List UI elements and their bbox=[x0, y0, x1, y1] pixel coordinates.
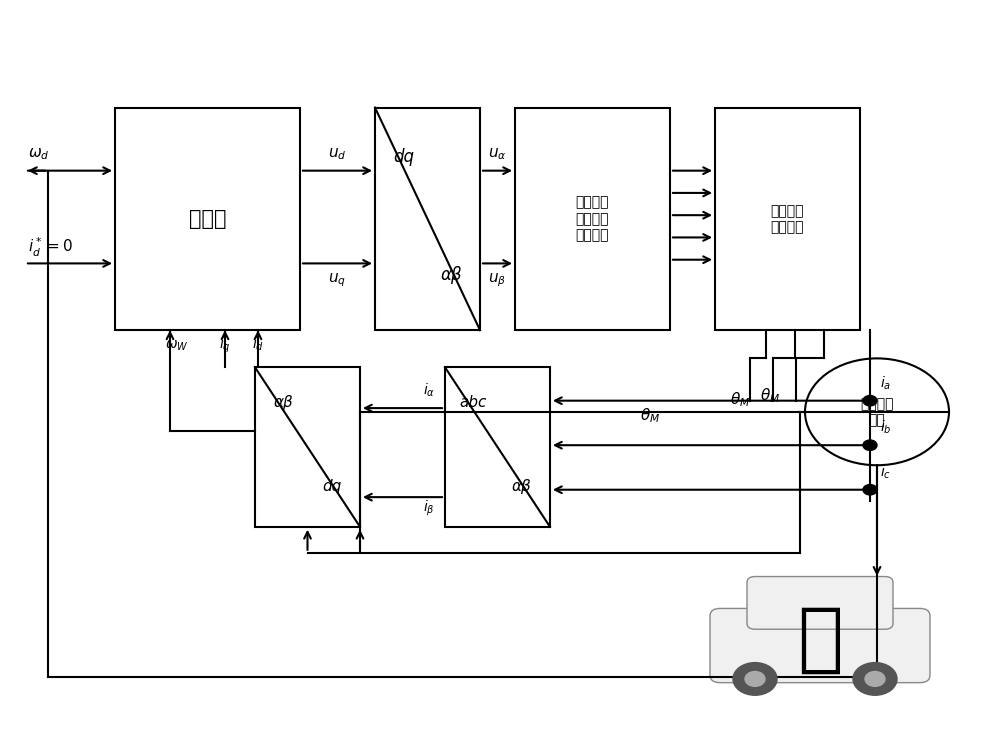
Text: 永磁同步
电机: 永磁同步 电机 bbox=[860, 397, 894, 427]
Text: $u_q$: $u_q$ bbox=[328, 271, 347, 289]
Circle shape bbox=[733, 663, 777, 695]
Circle shape bbox=[863, 440, 877, 450]
Circle shape bbox=[805, 358, 949, 465]
Text: $i_\beta$: $i_\beta$ bbox=[423, 499, 435, 519]
FancyBboxPatch shape bbox=[255, 367, 360, 527]
FancyBboxPatch shape bbox=[115, 108, 300, 330]
Text: αβ: αβ bbox=[273, 395, 293, 410]
Text: $\theta_M$: $\theta_M$ bbox=[730, 390, 750, 409]
Text: $i_\alpha$: $i_\alpha$ bbox=[423, 381, 435, 399]
Text: $\omega_W$: $\omega_W$ bbox=[165, 339, 189, 353]
FancyBboxPatch shape bbox=[375, 108, 480, 330]
Text: $i_c$: $i_c$ bbox=[880, 463, 891, 481]
Circle shape bbox=[863, 485, 877, 495]
FancyBboxPatch shape bbox=[747, 577, 893, 629]
Text: $i_d$: $i_d$ bbox=[252, 335, 264, 353]
Text: 🚗: 🚗 bbox=[797, 603, 843, 677]
FancyBboxPatch shape bbox=[515, 108, 670, 330]
Circle shape bbox=[853, 663, 897, 695]
Text: 电源模块
和逆变器: 电源模块 和逆变器 bbox=[771, 204, 804, 234]
Text: $u_d$: $u_d$ bbox=[328, 146, 347, 162]
Circle shape bbox=[865, 672, 885, 686]
Text: $u_\alpha$: $u_\alpha$ bbox=[488, 146, 507, 162]
Text: $i_a$: $i_a$ bbox=[880, 374, 891, 392]
Text: $\theta_M$: $\theta_M$ bbox=[760, 387, 780, 405]
Text: $i_q$: $i_q$ bbox=[219, 336, 231, 355]
Text: $i_d^*=0$: $i_d^*=0$ bbox=[28, 235, 73, 259]
Text: dq: dq bbox=[393, 148, 414, 165]
FancyBboxPatch shape bbox=[715, 108, 860, 330]
Circle shape bbox=[745, 672, 765, 686]
FancyBboxPatch shape bbox=[710, 608, 930, 683]
Circle shape bbox=[863, 395, 877, 406]
Text: dq: dq bbox=[322, 479, 341, 494]
Text: $i_b$: $i_b$ bbox=[880, 418, 892, 436]
FancyBboxPatch shape bbox=[445, 367, 550, 527]
Text: $u_\beta$: $u_\beta$ bbox=[488, 271, 507, 289]
Text: 空间矢量
脉冲宽度
调制技术: 空间矢量 脉冲宽度 调制技术 bbox=[576, 196, 609, 242]
Text: $\theta_M$: $\theta_M$ bbox=[640, 406, 660, 425]
Text: αβ: αβ bbox=[512, 479, 532, 494]
Text: $\omega_d$: $\omega_d$ bbox=[28, 146, 50, 162]
Text: 控制律: 控制律 bbox=[189, 209, 226, 229]
Text: αβ: αβ bbox=[441, 266, 462, 283]
Text: abc: abc bbox=[460, 395, 487, 410]
